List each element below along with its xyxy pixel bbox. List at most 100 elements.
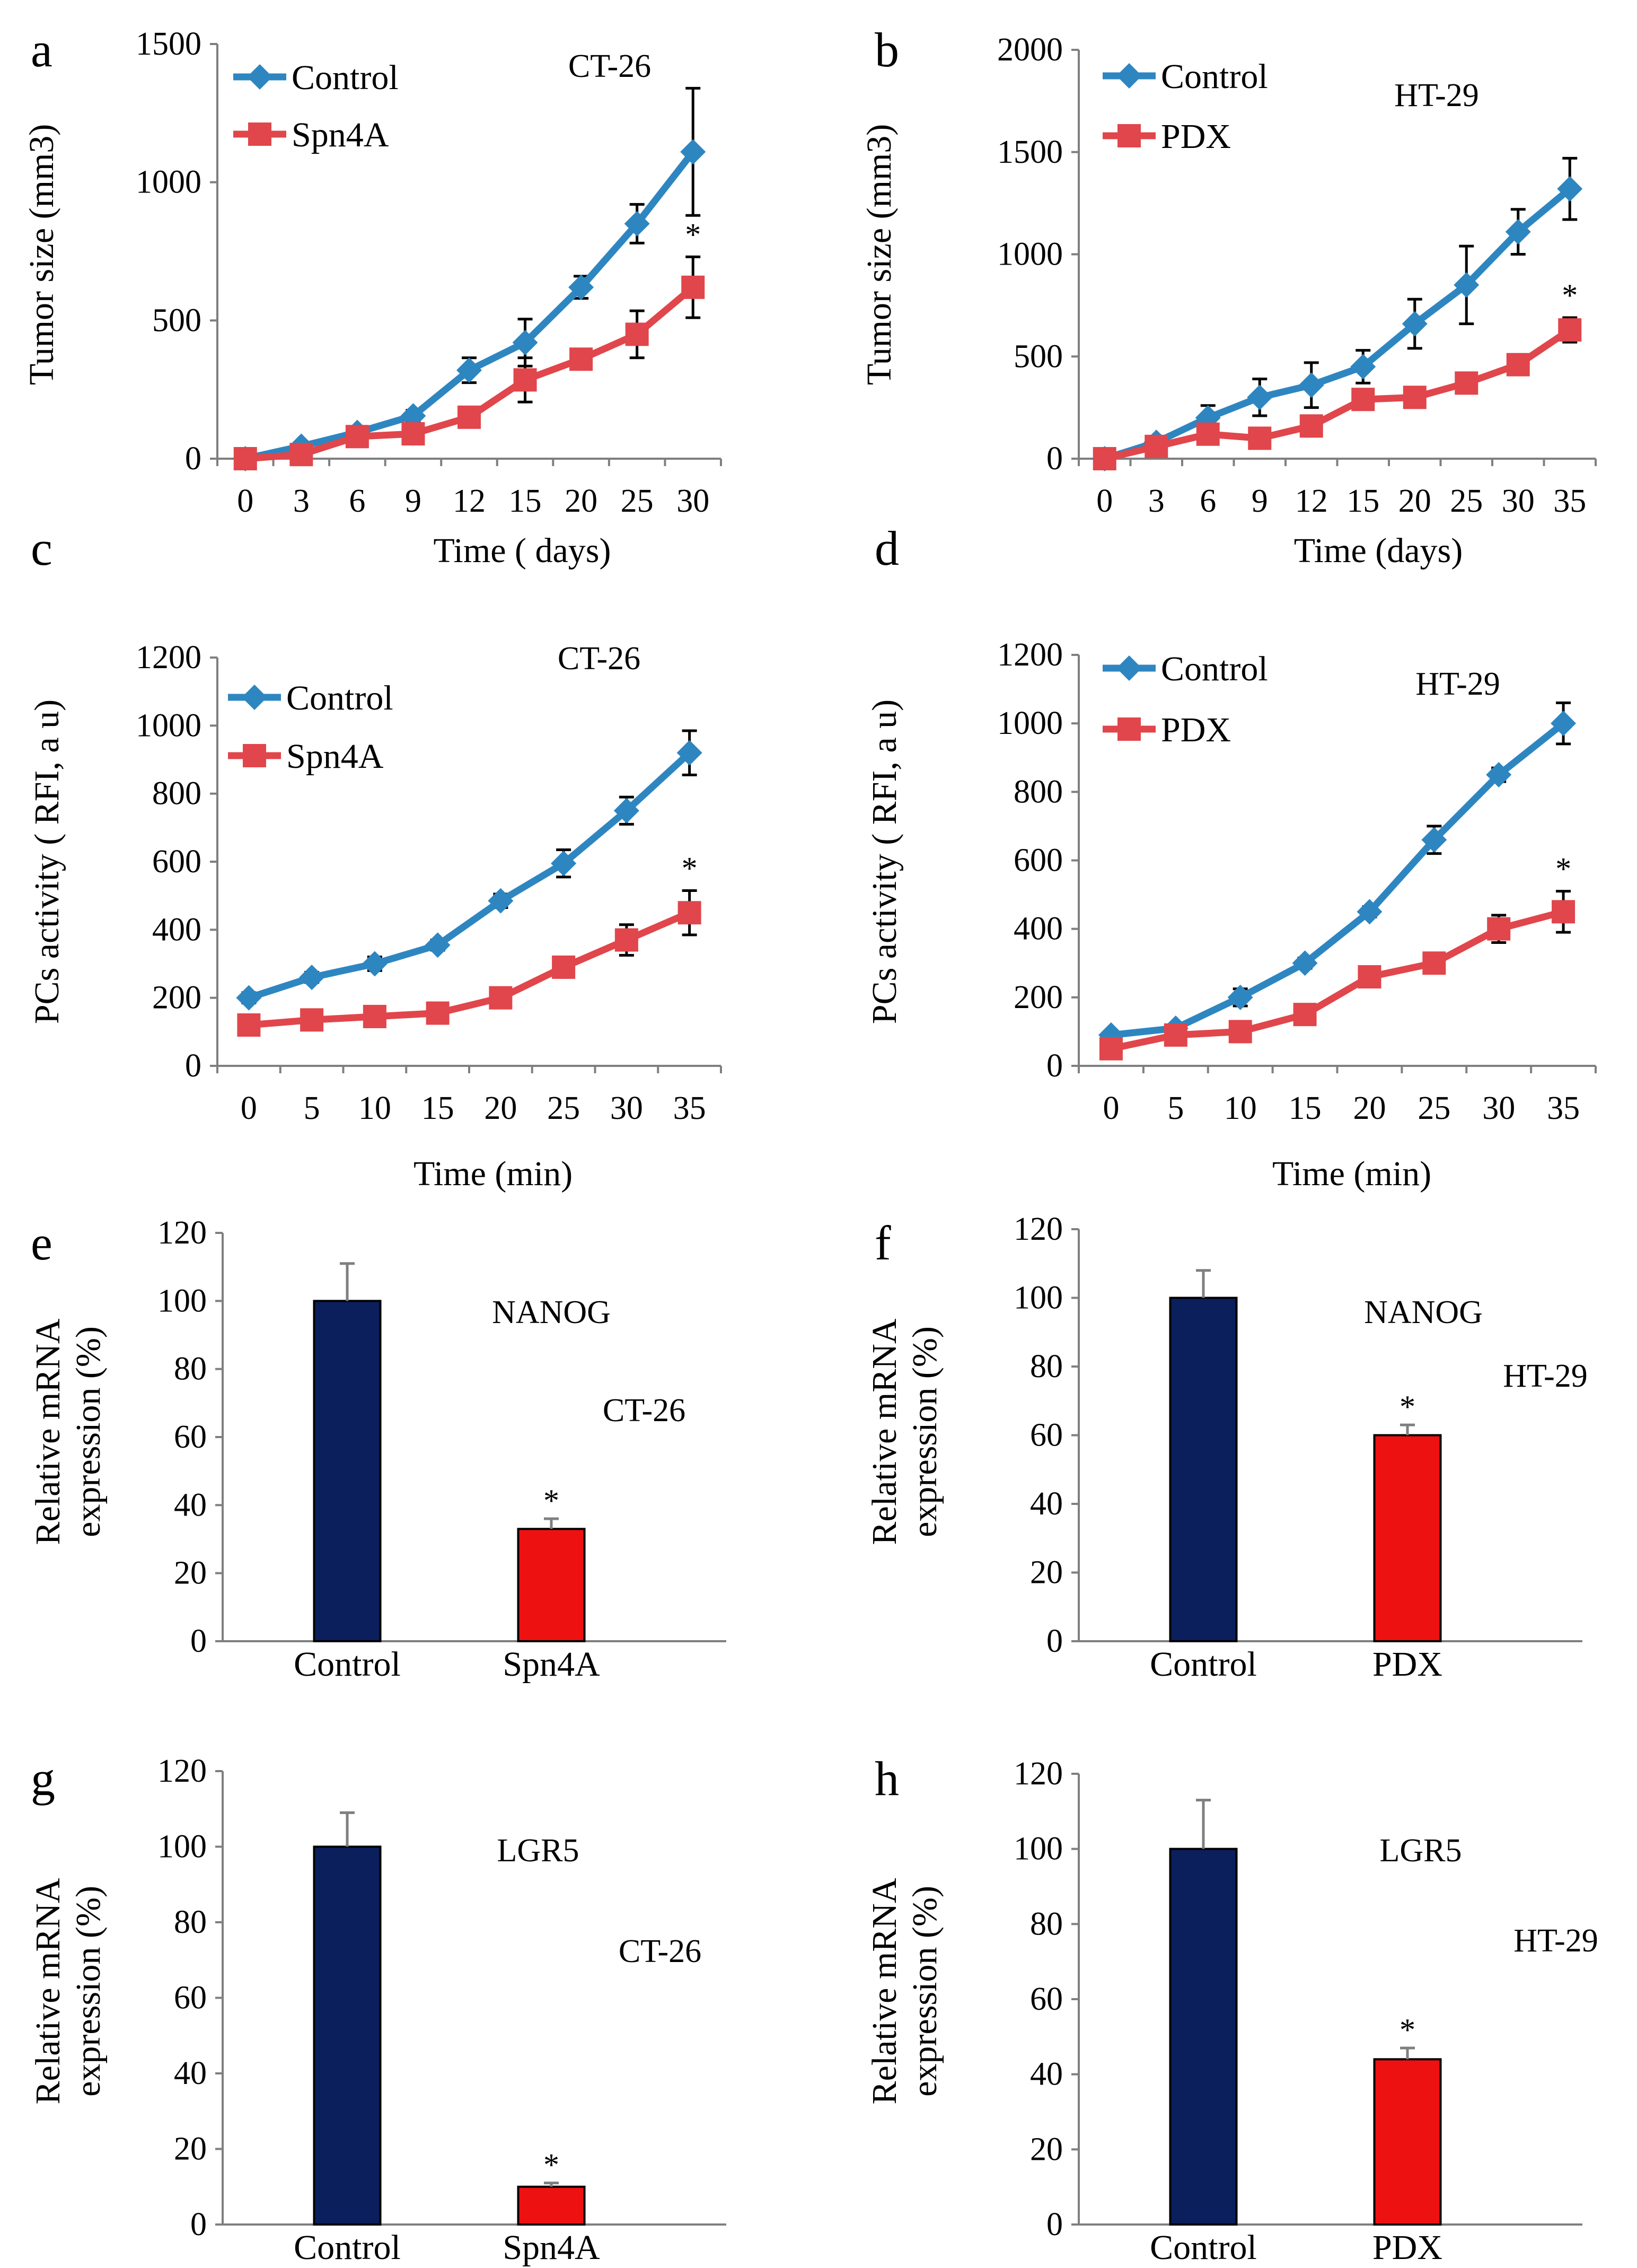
panel-letter: d xyxy=(875,521,899,575)
significance-star: * xyxy=(1400,1389,1415,1424)
category-label: Control xyxy=(294,2228,401,2267)
legend-marker xyxy=(1116,63,1142,89)
error-bar xyxy=(340,1811,355,1847)
data-point xyxy=(1293,1003,1317,1027)
x-tick-label: 25 xyxy=(1450,483,1483,519)
data-point xyxy=(1248,426,1272,450)
y-axis-title: PCs activity ( RFI, a u) xyxy=(28,699,66,1024)
x-tick-label: 30 xyxy=(1502,483,1535,519)
legend-marker xyxy=(242,685,267,710)
chart-panel-g: 0 20 40 60 80 100 120 Control Spn4A * g LGR5 CT-26 Re… xyxy=(29,1752,726,2267)
data-point xyxy=(363,1004,386,1028)
series-pdx xyxy=(1099,890,1576,1061)
y-tick-label: 2000 xyxy=(997,32,1063,68)
y-tick-label: 0 xyxy=(190,1623,207,1659)
x-tick-label: 35 xyxy=(673,1090,706,1126)
legend-marker xyxy=(243,744,266,767)
x-tick-label: 6 xyxy=(349,483,365,519)
chart-panel-f: 0 20 40 60 80 100 120 Control PDX * f NANOG HT-29 Rel… xyxy=(865,1211,1588,1684)
data-point xyxy=(456,357,482,383)
y-tick-label: 0 xyxy=(185,1048,201,1084)
data-point xyxy=(614,928,638,952)
series-pdx xyxy=(1093,316,1582,470)
y-tick-label: 800 xyxy=(152,776,201,812)
y-tick-label: 120 xyxy=(1014,1211,1063,1247)
data-point xyxy=(1551,711,1577,737)
cell-line-label: HT-29 xyxy=(1513,1923,1598,1959)
significance-star: * xyxy=(685,217,701,252)
error-bar xyxy=(1400,2046,1415,2060)
y-tick-label: 0 xyxy=(190,2206,207,2243)
data-point xyxy=(1421,827,1447,853)
category-label: Control xyxy=(1150,1645,1257,1684)
data-point xyxy=(1358,965,1381,989)
x-tick-label: 30 xyxy=(1482,1090,1515,1126)
chart-panel-d: 0 200 400 600 800 1000 1200 0 5 10 15 20 25 30 35 Contr… xyxy=(865,521,1597,1193)
y-tick-label: 80 xyxy=(1030,1348,1063,1385)
legend-marker xyxy=(1117,717,1141,741)
panel-letter: b xyxy=(875,23,899,77)
y-tick-label: 60 xyxy=(174,1419,207,1455)
cell-line-label: CT-26 xyxy=(558,641,640,677)
data-point xyxy=(401,422,425,446)
data-point xyxy=(1093,447,1116,470)
legend-label: Control xyxy=(292,58,399,97)
data-point xyxy=(1402,311,1428,337)
y-tick-label: 200 xyxy=(1014,979,1063,1015)
chart-panel-c: 0 200 400 600 800 1000 1200 0 5 10 15 20 25 30 35 Contr… xyxy=(28,521,722,1193)
y-tick-label: 0 xyxy=(1046,1048,1063,1084)
x-tick-label: 0 xyxy=(241,1090,257,1126)
y-tick-label: 60 xyxy=(174,1980,207,2016)
data-point xyxy=(299,965,325,991)
series-line xyxy=(1104,327,1572,462)
gene-label: LGR5 xyxy=(497,1833,579,1869)
category-label: Control xyxy=(294,1645,401,1684)
data-point xyxy=(426,1001,450,1025)
data-point xyxy=(613,798,639,824)
data-point xyxy=(1487,917,1511,941)
legend-label: Spn4A xyxy=(292,116,389,154)
x-tick-label: 25 xyxy=(1418,1090,1450,1126)
x-tick-label: 9 xyxy=(405,483,421,519)
y-tick-label: 0 xyxy=(1046,2206,1063,2243)
x-tick-label: 5 xyxy=(304,1090,320,1126)
y-tick-label: 80 xyxy=(174,1904,207,1940)
data-point xyxy=(1196,422,1220,446)
x-axis-title: Time (min) xyxy=(413,1154,573,1193)
bar xyxy=(1373,2058,1442,2226)
error-bar xyxy=(1400,1423,1415,1435)
y-tick-label: 0 xyxy=(1046,441,1063,477)
y-tick-label: 100 xyxy=(1014,1280,1063,1316)
y-axis-title-line1: Relative mRNA xyxy=(29,1878,67,2104)
data-point xyxy=(300,1008,324,1032)
category-label: PDX xyxy=(1372,2228,1442,2267)
data-point xyxy=(362,951,388,977)
bar xyxy=(517,2185,586,2226)
cell-line-label: CT-26 xyxy=(568,48,651,84)
x-tick-label: 25 xyxy=(621,483,654,519)
legend-marker xyxy=(1117,124,1141,147)
data-point xyxy=(1299,414,1323,438)
significance-star: * xyxy=(1400,2012,1415,2047)
data-point xyxy=(1506,353,1530,376)
y-axis-title-line2: expression (%) xyxy=(905,1326,944,1537)
legend-label: Control xyxy=(1161,650,1268,688)
data-point xyxy=(1422,951,1446,975)
category-label: Spn4A xyxy=(503,2228,600,2267)
data-point xyxy=(568,274,594,300)
x-tick-label: 20 xyxy=(1398,483,1431,519)
data-point xyxy=(625,322,649,346)
x-tick-label: 0 xyxy=(1103,1090,1119,1126)
category-label: Spn4A xyxy=(503,1645,600,1684)
category-label: Control xyxy=(1150,2228,1257,2267)
y-tick-label: 80 xyxy=(1030,1906,1063,1942)
bar xyxy=(313,1845,382,2226)
panel-letter: h xyxy=(875,1752,899,1806)
error-bar xyxy=(1196,1269,1211,1298)
data-point xyxy=(1357,899,1383,925)
data-point xyxy=(1454,272,1480,298)
data-point xyxy=(1099,1037,1123,1061)
y-tick-label: 100 xyxy=(1014,1831,1063,1867)
data-point xyxy=(552,955,576,979)
x-tick-label: 3 xyxy=(293,483,310,519)
